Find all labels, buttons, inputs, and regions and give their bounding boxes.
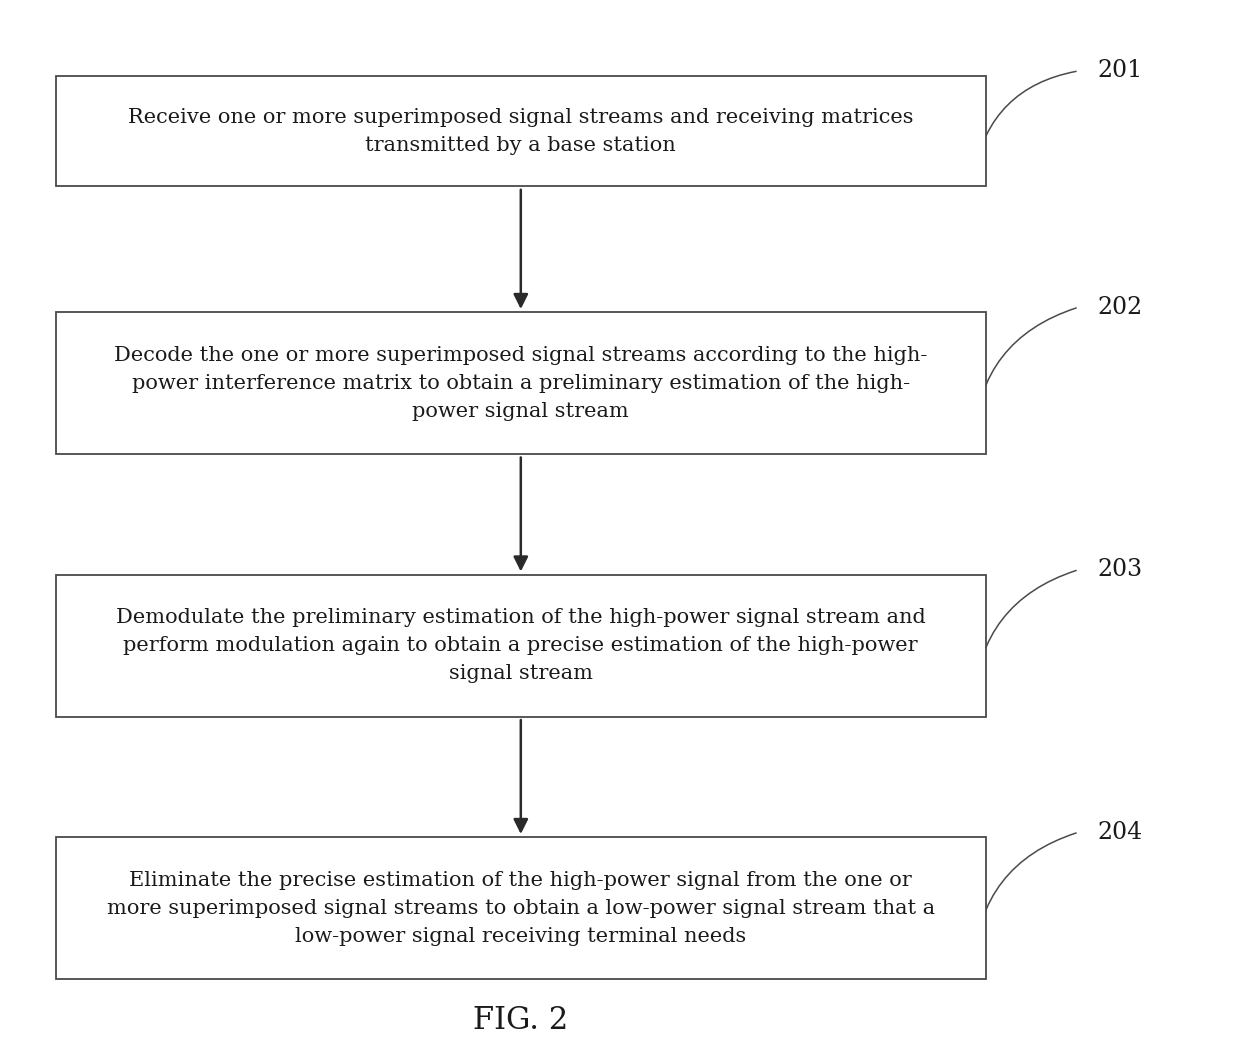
FancyBboxPatch shape — [56, 838, 986, 979]
Text: 204: 204 — [1097, 821, 1142, 843]
Text: Demodulate the preliminary estimation of the high-power signal stream and
perfor: Demodulate the preliminary estimation of… — [115, 608, 926, 684]
FancyBboxPatch shape — [56, 575, 986, 716]
Text: 203: 203 — [1097, 559, 1142, 581]
FancyBboxPatch shape — [56, 77, 986, 187]
Text: 202: 202 — [1097, 296, 1142, 318]
FancyBboxPatch shape — [56, 313, 986, 454]
Text: 201: 201 — [1097, 60, 1142, 82]
Text: FIG. 2: FIG. 2 — [474, 1005, 568, 1036]
Text: Decode the one or more superimposed signal streams according to the high-
power : Decode the one or more superimposed sign… — [114, 345, 928, 421]
Text: Receive one or more superimposed signal streams and receiving matrices
transmitt: Receive one or more superimposed signal … — [128, 108, 914, 154]
Text: Eliminate the precise estimation of the high-power signal from the one or
more s: Eliminate the precise estimation of the … — [107, 870, 935, 946]
